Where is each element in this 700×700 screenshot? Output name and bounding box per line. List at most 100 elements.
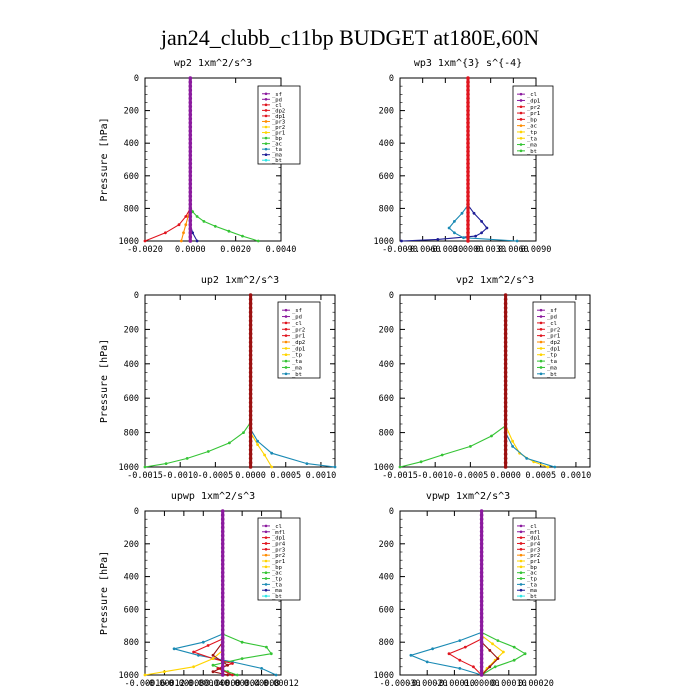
legend-label: _dp1	[272, 536, 285, 542]
series-point-tp	[305, 462, 309, 465]
x-tick-label: -0.00012	[144, 679, 185, 689]
series-point-cl	[503, 396, 508, 401]
x-tick-label: -0.0060	[405, 245, 441, 255]
series-point-cl	[479, 513, 484, 517]
legend-marker	[264, 142, 268, 145]
series-point-cl	[479, 673, 484, 677]
legend-label: _dp1	[547, 346, 560, 352]
series-point-pd	[188, 210, 193, 215]
series-point-dp1	[469, 445, 472, 448]
legend-box	[277, 301, 321, 379]
series-point-mfl	[226, 673, 230, 677]
series-point-cl	[466, 76, 470, 80]
series-point-pd	[188, 178, 193, 182]
series-point-cl	[503, 456, 508, 461]
series-point-cl	[466, 153, 470, 158]
legend-marker	[539, 372, 543, 376]
legend-label: _cl	[527, 524, 537, 530]
series-point-pd	[188, 129, 193, 133]
series-point-cl	[248, 422, 253, 426]
series-point-cl	[503, 340, 508, 345]
legend-marker	[264, 136, 268, 140]
series-point-cl	[503, 353, 508, 358]
panel-title: vp2 1xm^2/s^3	[456, 275, 534, 286]
series-point-pd	[188, 202, 193, 207]
series-point-cl	[503, 319, 508, 323]
series-point-cl	[479, 533, 484, 538]
legend-marker	[264, 125, 268, 129]
x-tick-label: 0.0020	[220, 245, 251, 255]
legend-label: _tp	[547, 353, 557, 359]
legend-label: _bt	[547, 372, 557, 378]
series-point-tp	[474, 234, 477, 238]
series-point-tp	[270, 451, 274, 455]
legend-label: _pr1	[547, 334, 560, 340]
chart-panel-6: vpwp 1xm^2/s^302004006008001000-0.00030-…	[374, 491, 556, 689]
series-point-pr3	[182, 231, 185, 235]
series-point-cl	[503, 357, 508, 362]
series-point-cl	[220, 665, 225, 669]
legend-label: _sf	[547, 308, 557, 314]
series-point-dp1	[228, 441, 231, 445]
legend-label: _pr3	[272, 119, 285, 125]
legend-marker	[264, 530, 268, 534]
chart-panel-1: wp2 1xm^2/s^3 Pressure [hPa] 0 200 400 600 800…	[99, 58, 301, 255]
series-point-pd	[188, 186, 193, 190]
legend-box	[532, 301, 576, 379]
main-title: jan24_clubb_c11bp BUDGET at180E,60N	[160, 25, 539, 50]
series-point-cl	[248, 465, 253, 469]
legend-marker	[264, 553, 268, 557]
legend-marker	[539, 315, 543, 318]
legend-marker	[264, 571, 268, 574]
series-point-ta	[453, 231, 456, 235]
series-point-cl	[248, 331, 253, 336]
series-point-ta	[447, 226, 451, 230]
legend-marker	[284, 359, 288, 363]
series-point-pd	[188, 84, 193, 88]
series-point-cl	[466, 137, 470, 141]
series-point-cl	[466, 141, 470, 145]
legend-label: _pr4	[527, 541, 541, 547]
series-point-bp	[523, 652, 527, 656]
legend-marker	[519, 548, 523, 551]
legend-label: _tp	[292, 353, 302, 359]
legend-marker	[264, 153, 268, 156]
series-point-tp	[436, 238, 440, 241]
legend-marker	[264, 524, 268, 528]
series-point-cl	[479, 542, 484, 546]
series-point-pd	[188, 117, 193, 121]
series-point-cl	[248, 396, 253, 401]
series-point-cl	[503, 387, 508, 392]
series-point-pd	[188, 218, 193, 223]
y-tick-label: 1000	[374, 463, 394, 473]
legend-marker	[519, 118, 523, 121]
series-point-tp	[256, 439, 259, 443]
series-point-cl	[479, 599, 484, 603]
series-point-cl	[248, 357, 253, 362]
series-point-cl	[479, 640, 484, 644]
x-tick-label: -0.0015	[127, 471, 163, 481]
legend-marker	[539, 353, 543, 357]
y-tick-label: 1000	[119, 237, 139, 247]
panel-title: wp2 1xm^2/s^3	[174, 58, 252, 69]
series-point-dp1	[242, 431, 245, 434]
series-point-cl	[479, 665, 484, 669]
series-point-cl	[503, 323, 508, 327]
series-point-cl	[220, 628, 225, 632]
series-point-bp	[493, 665, 497, 669]
legend-marker	[539, 340, 543, 344]
series-point-bp	[227, 229, 231, 233]
series-point-cl	[466, 202, 470, 207]
y-tick-label: 600	[124, 172, 139, 182]
series-point-cl	[248, 456, 253, 461]
legend-marker	[264, 120, 268, 123]
series-point-pr2	[263, 453, 266, 457]
series-point-cl	[220, 595, 225, 599]
legend-marker	[539, 366, 543, 369]
legend-label: _ac	[272, 142, 282, 148]
series-point-pd	[188, 239, 193, 243]
series-point-cl	[466, 174, 470, 178]
series-point-dp1	[440, 453, 444, 457]
legend-label: _dp1	[272, 114, 285, 120]
series-point-bp	[240, 640, 244, 644]
